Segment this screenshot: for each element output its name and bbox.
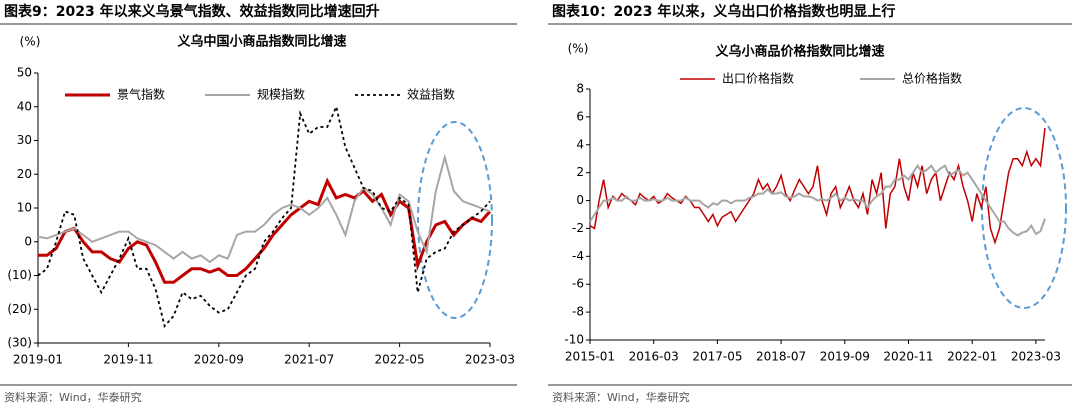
y-tick-label: 6 xyxy=(576,109,584,123)
source: 资料来源：Wind，华泰研究 xyxy=(552,390,690,404)
y-tick-label: 2 xyxy=(576,165,584,179)
y-tick-label: -6 xyxy=(572,277,584,291)
y-tick-label: 10 xyxy=(17,201,32,215)
series-line xyxy=(589,163,1046,237)
legend-label: 景气指数 xyxy=(117,87,165,102)
y-tick-label: 4 xyxy=(576,137,584,151)
y-tick-label: (20) xyxy=(7,302,32,316)
y-tick-label: -8 xyxy=(572,305,584,319)
x-tick-label: 2019-01 xyxy=(13,353,63,367)
x-tick-label: 2023-03 xyxy=(1011,350,1061,364)
x-tick-label: 2020-09 xyxy=(194,353,244,367)
highlight-ellipse xyxy=(417,121,493,319)
series-line xyxy=(589,127,1046,245)
figure-title: 图表10：2023 年以来，义乌出口价格指数也明显上行 xyxy=(552,3,895,20)
y-tick-label: 0 xyxy=(576,193,584,207)
y-axis-label: (%) xyxy=(20,35,41,49)
series-line xyxy=(38,177,492,284)
y-tick-label: 20 xyxy=(17,167,32,181)
x-tick-label: 2022-01 xyxy=(947,350,997,364)
x-tick-label: 2015-01 xyxy=(565,350,615,364)
x-tick-label: 2018-07 xyxy=(756,350,806,364)
x-tick-label: 2019-09 xyxy=(820,350,870,364)
x-tick-label: 2019-11 xyxy=(103,353,153,367)
y-tick-label: 40 xyxy=(17,99,32,113)
chart-title: 义乌中国小商品指数同比增速 xyxy=(177,34,346,50)
y-tick-label: -4 xyxy=(572,249,584,263)
y-tick-label: (30) xyxy=(7,336,32,350)
legend-label: 出口价格指数 xyxy=(722,71,794,86)
y-tick-label: 30 xyxy=(17,133,32,147)
x-tick-label: 2017-05 xyxy=(692,350,742,364)
y-tick-label: 0 xyxy=(24,234,32,248)
y-tick-label: 50 xyxy=(17,66,32,80)
chart-title: 义乌小商品价格指数同比增速 xyxy=(715,44,884,60)
y-tick-label: -10 xyxy=(564,333,584,347)
y-tick-label: (10) xyxy=(7,268,32,282)
legend-label: 总价格指数 xyxy=(902,71,962,86)
y-axis-label: (%) xyxy=(568,42,589,56)
x-tick-label: 2022-05 xyxy=(375,353,425,367)
legend-label: 效益指数 xyxy=(407,87,455,102)
x-tick-label: 2023-03 xyxy=(465,353,515,367)
x-tick-label: 2021-07 xyxy=(284,353,334,367)
x-tick-label: 2020-11 xyxy=(883,350,933,364)
series-line xyxy=(37,153,491,264)
legend-label: 规模指数 xyxy=(257,87,305,102)
highlight-ellipse xyxy=(981,107,1067,309)
y-tick-label: -2 xyxy=(572,221,584,235)
figure-title: 图表9：2023 年以来义乌景气指数、效益指数同比增速回升 xyxy=(4,3,380,20)
y-tick-label: 8 xyxy=(576,82,584,96)
x-tick-label: 2016-03 xyxy=(629,350,679,364)
source: 资料来源：Wind，华泰研究 xyxy=(4,390,142,404)
series-line xyxy=(37,103,491,328)
